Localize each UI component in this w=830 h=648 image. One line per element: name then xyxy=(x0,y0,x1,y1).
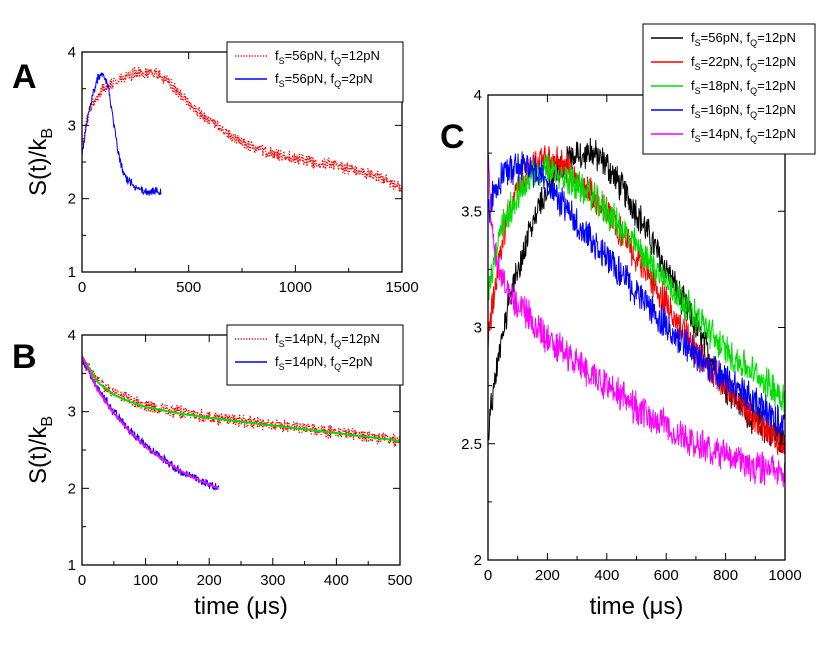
legend-box xyxy=(226,324,404,386)
series-line-fs-14pn-fq-2pn xyxy=(82,356,220,491)
series-line-fit-to-fs-14pn-fq-2pn xyxy=(82,356,220,490)
y-tick-label: 4 xyxy=(68,327,76,344)
legend: fS=56pN, fQ=12pN fS=22pN, fQ=12pN fS=18pN,… xyxy=(642,23,816,155)
x-tick-label: 1500 xyxy=(385,279,418,296)
y-tick-label: 3 xyxy=(474,320,482,337)
series-line-fit-to-fs-14pn-fq-12pn xyxy=(82,355,400,442)
x-tick-label: 600 xyxy=(654,567,679,584)
legend: fS=14pN, fQ=12pN fS=14pN, fQ=2pN xyxy=(226,324,404,386)
y-tick-label: 2 xyxy=(68,191,76,208)
x-tick-label: 800 xyxy=(713,567,738,584)
legend-entry: fS=56pN, fQ=12pN xyxy=(691,30,796,48)
series-group xyxy=(488,137,785,488)
y-tick-label: 4 xyxy=(68,44,76,61)
x-tick-label: 1000 xyxy=(279,279,312,296)
x-tick-label: 300 xyxy=(260,572,285,589)
x-tick-label: 1000 xyxy=(768,567,801,584)
legend-entry: fS=14pN, fQ=12pN xyxy=(275,331,380,349)
series-line-fs-16pn-fq-12pn xyxy=(488,151,785,436)
legend-entry: fS=14pN, fQ=2pN xyxy=(275,354,373,372)
legend-entry: fS=22pN, fQ=12pN xyxy=(691,54,796,72)
y-tick-label: 3.5 xyxy=(461,203,482,220)
series-line-fs-56pn-fq-12pn xyxy=(82,66,402,194)
panel-label: A xyxy=(12,58,37,96)
x-tick-label: 200 xyxy=(197,572,222,589)
y-tick-label: 3 xyxy=(68,117,76,134)
y-axis-label: S(t)/kB xyxy=(25,416,56,484)
y-tick-label: 2 xyxy=(474,552,482,569)
x-tick-label: 500 xyxy=(176,279,201,296)
series-line-fs-56pn-fq-2pn xyxy=(82,72,162,196)
series-group xyxy=(82,66,402,196)
series-line-fs-14pn-fq-12pn xyxy=(488,154,785,488)
x-tick-label: 0 xyxy=(78,572,86,589)
legend-entry: fS=16pN, fQ=12pN xyxy=(691,102,796,120)
y-tick-label: 1 xyxy=(68,264,76,281)
legend: fS=56pN, fQ=12pN fS=56pN, fQ=2pN xyxy=(226,41,404,103)
legend-entry: fS=14pN, fQ=12pN xyxy=(691,126,796,144)
legend-entry: fS=56pN, fQ=2pN xyxy=(275,71,373,89)
y-tick-label: 1 xyxy=(68,557,76,574)
series-line-fs-14pn-fq-12pn xyxy=(82,354,400,448)
x-axis-label: time (μs) xyxy=(590,593,684,620)
legend-entry: fS=18pN, fQ=12pN xyxy=(691,78,796,96)
panel-label: B xyxy=(12,338,37,376)
y-tick-label: 3 xyxy=(68,404,76,421)
legend-box xyxy=(226,41,404,103)
x-tick-label: 500 xyxy=(387,572,412,589)
x-tick-label: 0 xyxy=(78,279,86,296)
series-group xyxy=(82,354,400,491)
x-axis-label: time (μs) xyxy=(194,593,288,620)
x-tick-label: 100 xyxy=(133,572,158,589)
x-tick-label: 200 xyxy=(535,567,560,584)
x-tick-label: 0 xyxy=(484,567,492,584)
y-tick-label: 2.5 xyxy=(461,436,482,453)
y-axis-label: S(t)/kB xyxy=(25,128,56,196)
x-tick-label: 400 xyxy=(324,572,349,589)
panel-a: 0 500 1000 1500 1 2 3 4 A S(t)/kB fS=56pN, fQ=12pN… xyxy=(12,41,419,296)
legend-entry: fS=56pN, fQ=12pN xyxy=(275,48,380,66)
y-tick-label: 4 xyxy=(474,87,482,104)
series-line-fs-18pn-fq-12pn xyxy=(488,153,785,414)
panel-label: C xyxy=(440,118,465,156)
panel-b: 0 100 200 300 400 500 1 2 3 4 B S(t)/kB time (μs) fS=… xyxy=(12,324,413,620)
legend-box xyxy=(642,23,816,155)
x-tick-label: 400 xyxy=(594,567,619,584)
y-tick-label: 2 xyxy=(68,480,76,497)
